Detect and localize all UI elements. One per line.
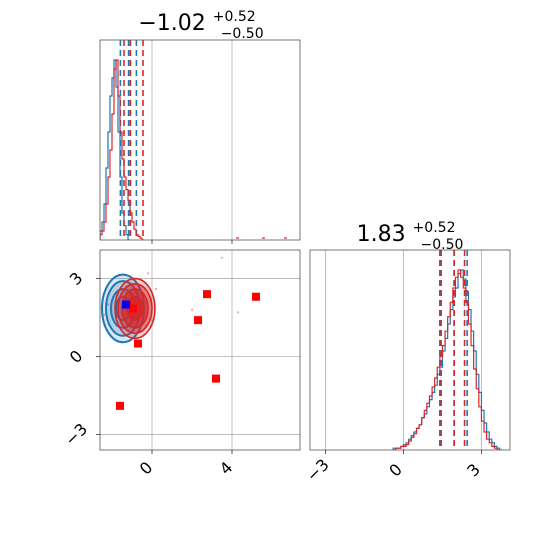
- title-param0: −1.02 +0.52 −0.50: [138, 2, 263, 42]
- y-tick-label-param1: 3: [66, 268, 87, 289]
- scatter-marker-red: [134, 339, 142, 348]
- x-tick-label-param1: 0: [385, 460, 406, 481]
- scatter-marker-red: [116, 401, 124, 410]
- y-ticks-param1: −3 0 3: [61, 268, 100, 450]
- scatter-marker-red: [194, 316, 202, 325]
- histogram-param1-panel: [309, 249, 511, 451]
- title-param1-sup: +0.52: [413, 220, 456, 236]
- histogram-step-series-1: [393, 269, 500, 450]
- faint-sample-point: [146, 272, 150, 275]
- scatter-2d-panel: [99, 249, 301, 451]
- faint-sample-point: [114, 316, 118, 319]
- faint-sample-point: [144, 324, 148, 327]
- panel-border: [309, 249, 511, 451]
- x-tick-label-param0: 0: [136, 458, 157, 479]
- panel-border: [99, 249, 301, 451]
- x-tick-label-param1: −3: [303, 455, 333, 485]
- histogram-step-series-1: [100, 59, 144, 240]
- title-param0-sub: −0.50: [221, 26, 264, 42]
- x-ticks-param1: −3 0 3: [303, 450, 484, 485]
- panel-border: [99, 39, 301, 241]
- y-tick-label-param1: 0: [66, 346, 87, 367]
- scatter-marker-red: [203, 290, 211, 299]
- panel-background: [310, 250, 510, 450]
- faint-sample-point: [130, 331, 134, 335]
- panel-background: [100, 40, 300, 240]
- title-param1: 1.83 +0.52 −0.50: [357, 213, 464, 253]
- scatter-marker-blue: [122, 300, 130, 309]
- x-tick-label-param1: 3: [463, 460, 484, 481]
- faint-sample-point: [236, 311, 240, 314]
- title-param1-main: 1.83: [357, 222, 406, 247]
- faint-sample-point: [106, 303, 110, 306]
- title-param1-sub: −0.50: [420, 237, 463, 253]
- faint-sample-point: [220, 256, 224, 259]
- scatter-marker-red: [212, 374, 220, 383]
- faint-sample-point: [102, 313, 106, 317]
- y-tick-label-param1: −3: [61, 419, 91, 449]
- title-param0-sup: +0.52: [213, 9, 256, 25]
- x-tick-label-param0: 4: [216, 458, 237, 479]
- faint-sample-point: [190, 308, 194, 311]
- scatter-marker-red: [252, 292, 260, 301]
- faint-sample-point: [154, 287, 158, 291]
- scatter-marker-red: [129, 304, 137, 313]
- title-param0-main: −1.02: [138, 11, 205, 36]
- histogram-param0-panel: [99, 39, 301, 241]
